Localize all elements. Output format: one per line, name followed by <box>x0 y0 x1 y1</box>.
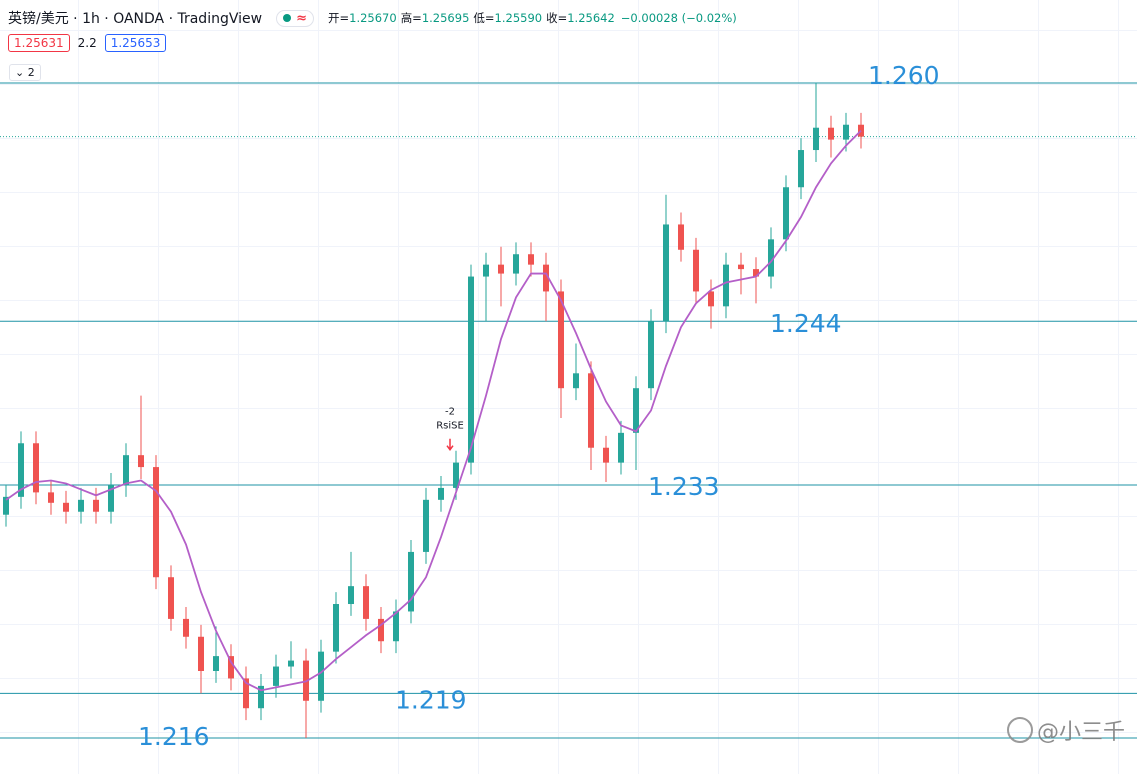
candle-body <box>393 611 399 642</box>
indicator-row: ⌄ 2 <box>9 64 49 81</box>
candle-body <box>243 678 249 709</box>
candle-body <box>438 487 444 500</box>
level-label: 1.219 <box>395 685 467 714</box>
candle-body <box>453 462 459 488</box>
ohlc-value: 1.25670 <box>349 11 397 25</box>
candle-body <box>378 618 384 642</box>
candle-body <box>48 492 54 503</box>
candle-body <box>483 264 489 277</box>
ohlc-value: 1.25642 <box>567 11 615 25</box>
candle-body <box>213 656 219 671</box>
candle-body <box>183 618 189 637</box>
candle-body <box>528 254 534 265</box>
candle-body <box>843 124 849 140</box>
candle-body <box>678 224 684 250</box>
candle-body <box>153 467 159 578</box>
candle-body <box>738 264 744 270</box>
ohlc: 开=1.25670 高=1.25695 低=1.25590 收=1.25642 −0.0… <box>328 10 737 26</box>
level-label: 1.244 <box>770 309 842 338</box>
indicators-toggle[interactable]: ⌄ 2 <box>9 64 41 81</box>
candle-body <box>33 443 39 493</box>
candle-body <box>618 432 624 463</box>
watermark-text: @小三千 <box>1036 720 1125 745</box>
candle-body <box>18 443 24 497</box>
legend-row: 英镑/美元 · 1h · OANDA · TradingView ≈ 开=1.2… <box>8 8 737 28</box>
candle-body <box>138 455 144 468</box>
candle-body <box>513 254 519 274</box>
candle-body <box>558 291 564 389</box>
ohlc-label: 低= <box>473 11 495 25</box>
candle-body <box>783 187 789 240</box>
candle-body <box>633 388 639 433</box>
candle-body <box>768 239 774 277</box>
candle-body <box>753 269 759 277</box>
candle-body <box>588 373 594 448</box>
ohlc-value: 1.25590 <box>494 11 543 25</box>
candle-body <box>813 127 819 151</box>
candle-body <box>498 264 504 274</box>
candle-body <box>348 586 354 605</box>
candle-body <box>603 447 609 463</box>
candle-body <box>648 321 654 389</box>
candle-body <box>108 484 114 512</box>
candle-body <box>723 264 729 307</box>
bid[interactable]: 1.25631 <box>8 34 70 52</box>
symbol[interactable]: 英镑/美元 · 1h · OANDA · TradingView <box>8 11 263 27</box>
candle-body <box>78 499 84 512</box>
candle-body <box>693 249 699 292</box>
candle-body <box>408 551 414 612</box>
candle-body <box>423 499 429 552</box>
indicators-count: 2 <box>27 66 35 79</box>
candle-body <box>363 586 369 619</box>
candle-body <box>93 499 99 512</box>
candle-body <box>168 577 174 619</box>
candle-body <box>573 373 579 389</box>
level-label: 1.216 <box>138 722 210 751</box>
watermark: @小三千 <box>1006 714 1125 746</box>
candle-body <box>228 656 234 679</box>
candle-body <box>663 224 669 322</box>
candle-body <box>828 127 834 140</box>
candle-body <box>333 604 339 652</box>
annotation-arrow <box>446 438 454 451</box>
ask[interactable]: 1.25653 <box>104 34 167 52</box>
candle-body <box>258 685 264 709</box>
spread: 2.2 <box>77 36 97 50</box>
market-dot <box>283 14 292 22</box>
candle-body <box>543 264 549 292</box>
status-pill[interactable]: ≈ <box>276 9 314 27</box>
candle-body <box>198 636 204 671</box>
quote-row: 1.25631 2.2 1.25653 <box>8 34 174 52</box>
candle-body <box>708 291 714 307</box>
level-label: 1.260 <box>868 61 940 90</box>
candle-body <box>288 660 294 667</box>
candle-body <box>468 276 474 463</box>
moving-average <box>5 130 862 692</box>
candle-body <box>273 666 279 686</box>
candle-body <box>318 651 324 701</box>
candle-body <box>123 455 129 485</box>
change: −0.00028 (−0.02%) <box>620 11 737 25</box>
annotation-text: -2 <box>445 407 455 418</box>
candle-body <box>798 150 804 188</box>
candle-body <box>63 502 69 512</box>
ohlc-label: 高= <box>400 11 422 25</box>
ohlc-label: 收= <box>546 11 568 25</box>
annotation-text: RsiSE <box>436 421 464 432</box>
watermark-logo <box>1006 717 1033 743</box>
level-label: 1.233 <box>648 472 720 501</box>
ohlc-label: 开= <box>327 11 350 25</box>
ohlc-value: 1.25695 <box>421 11 470 25</box>
status-icon: ≈ <box>296 10 307 26</box>
candle-body <box>3 496 9 515</box>
